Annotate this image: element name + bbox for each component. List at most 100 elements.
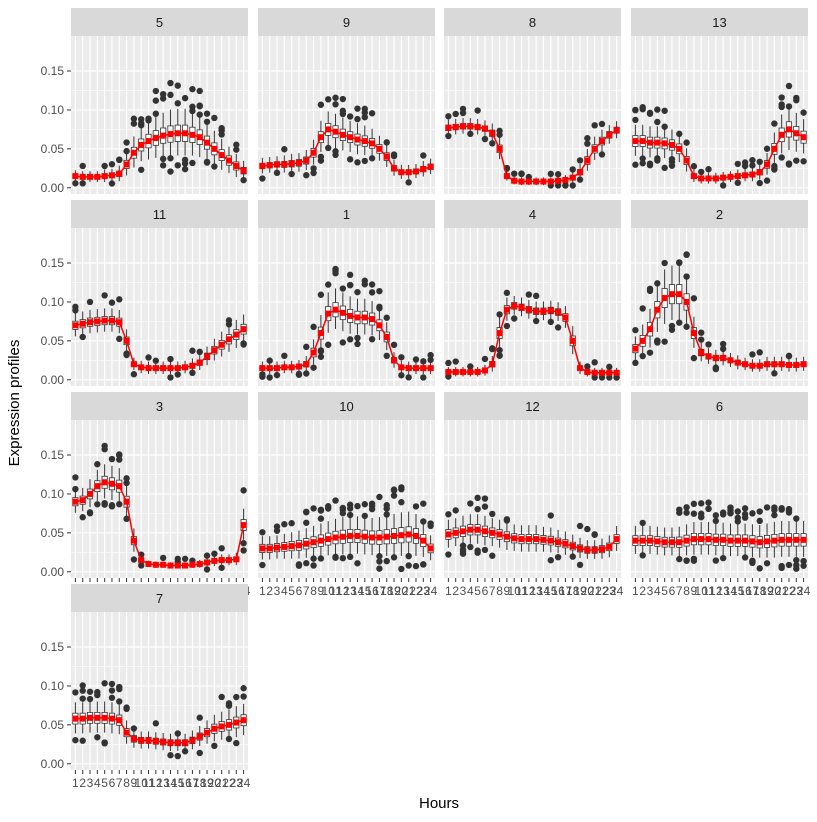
outlier-point [785,82,793,90]
mean-point [325,310,332,317]
mean-point [467,526,474,533]
outlier-point [756,565,763,572]
x-tick-label: 10 [508,584,522,598]
mean-point [698,536,705,543]
outlier-point [420,518,427,525]
outlier-point [390,492,398,499]
outlier-point [778,94,785,101]
mean-point [233,556,240,563]
outlier-point [661,338,668,345]
outlier-point [763,177,771,184]
mean-point [547,307,554,314]
facet-strip [631,200,808,228]
outlier-point [116,156,123,163]
outlier-point [218,545,225,552]
mean-point [79,715,86,722]
outlier-point [259,529,266,536]
y-tick-label: 0.10 [41,487,65,501]
outlier-point [218,124,225,132]
mean-point [240,326,247,333]
mean-point [518,304,525,311]
mean-point [569,543,576,550]
mean-point [569,337,576,344]
y-tick-label: 0.05 [41,526,65,540]
x-tick-label: 1 [445,584,452,598]
outlier-point [489,552,496,559]
outlier-point [427,351,434,359]
panel-background [71,36,248,194]
outlier-point [108,694,116,701]
x-tick-label: 6 [482,584,489,598]
outlier-point [79,333,86,341]
outlier-point [317,353,325,360]
outlier-point [785,161,793,168]
outlier-point [167,155,174,162]
mean-point [376,322,383,329]
x-tick-label: 17 [559,584,573,598]
outlier-point [123,350,130,357]
outlier-point [361,512,368,520]
outlier-point [266,357,273,364]
outlier-point [383,557,390,565]
outlier-point [203,552,211,559]
mean-point [489,130,496,137]
mean-point [420,365,427,372]
outlier-point [496,311,503,318]
mean-point [94,173,101,180]
mean-point [496,145,503,152]
mean-point [496,330,503,337]
mean-point [764,361,771,368]
mean-point [712,536,719,543]
facet-panel-12: 121 2 3 4 5 6 7 8 910111213141516171819202122232… [444,392,624,598]
outlier-point [683,273,690,280]
outlier-point [116,296,123,303]
outlier-point [489,140,496,147]
mean-point [481,528,488,535]
facet-panel-11: 11 0.00 0.05 0.10 0.15 [41,200,248,387]
mean-point [613,536,620,543]
facet-strip [71,584,248,612]
outlier-point [398,565,405,573]
mean-point [778,361,785,368]
outlier-point [661,123,668,130]
mean-point [503,173,510,180]
outlier-point [339,285,347,292]
outlier-point [427,356,434,364]
outlier-point [86,298,94,306]
x-tick-label: 3 [87,776,94,790]
outlier-point [562,182,569,189]
mean-point [204,139,211,146]
outlier-point [489,510,496,518]
outlier-point [368,336,376,343]
outlier-point [325,281,332,288]
mean-point [647,537,654,544]
outlier-point [123,475,130,482]
x-tick-label: 5 [101,776,108,790]
mean-point [647,139,654,146]
outlier-point [94,461,101,468]
mean-point [189,737,196,744]
outlier-point [496,346,503,354]
x-tick-label: 21 [402,584,416,598]
outlier-point [741,514,749,521]
mean-point [540,536,547,543]
outlier-point [532,292,540,300]
facet-panel-3: 30.000.050.100.1512345678910111213141516… [41,392,251,598]
mean-point [281,543,288,550]
outlier-point [79,180,86,187]
mean-point [383,333,390,340]
mean-point [317,537,324,544]
outlier-point [719,182,727,189]
x-tick-label: 23 [417,584,431,598]
outlier-point [474,549,481,556]
outlier-point [639,352,646,360]
facet-strip [444,8,621,36]
outlier-point [101,499,108,507]
mean-point [405,169,412,176]
outlier-point [310,165,317,172]
x-tick-label: 14 [164,776,178,790]
x-tick-label: 4 [281,584,288,598]
outlier-point [332,554,339,561]
x-tick-label: 18 [380,584,394,598]
